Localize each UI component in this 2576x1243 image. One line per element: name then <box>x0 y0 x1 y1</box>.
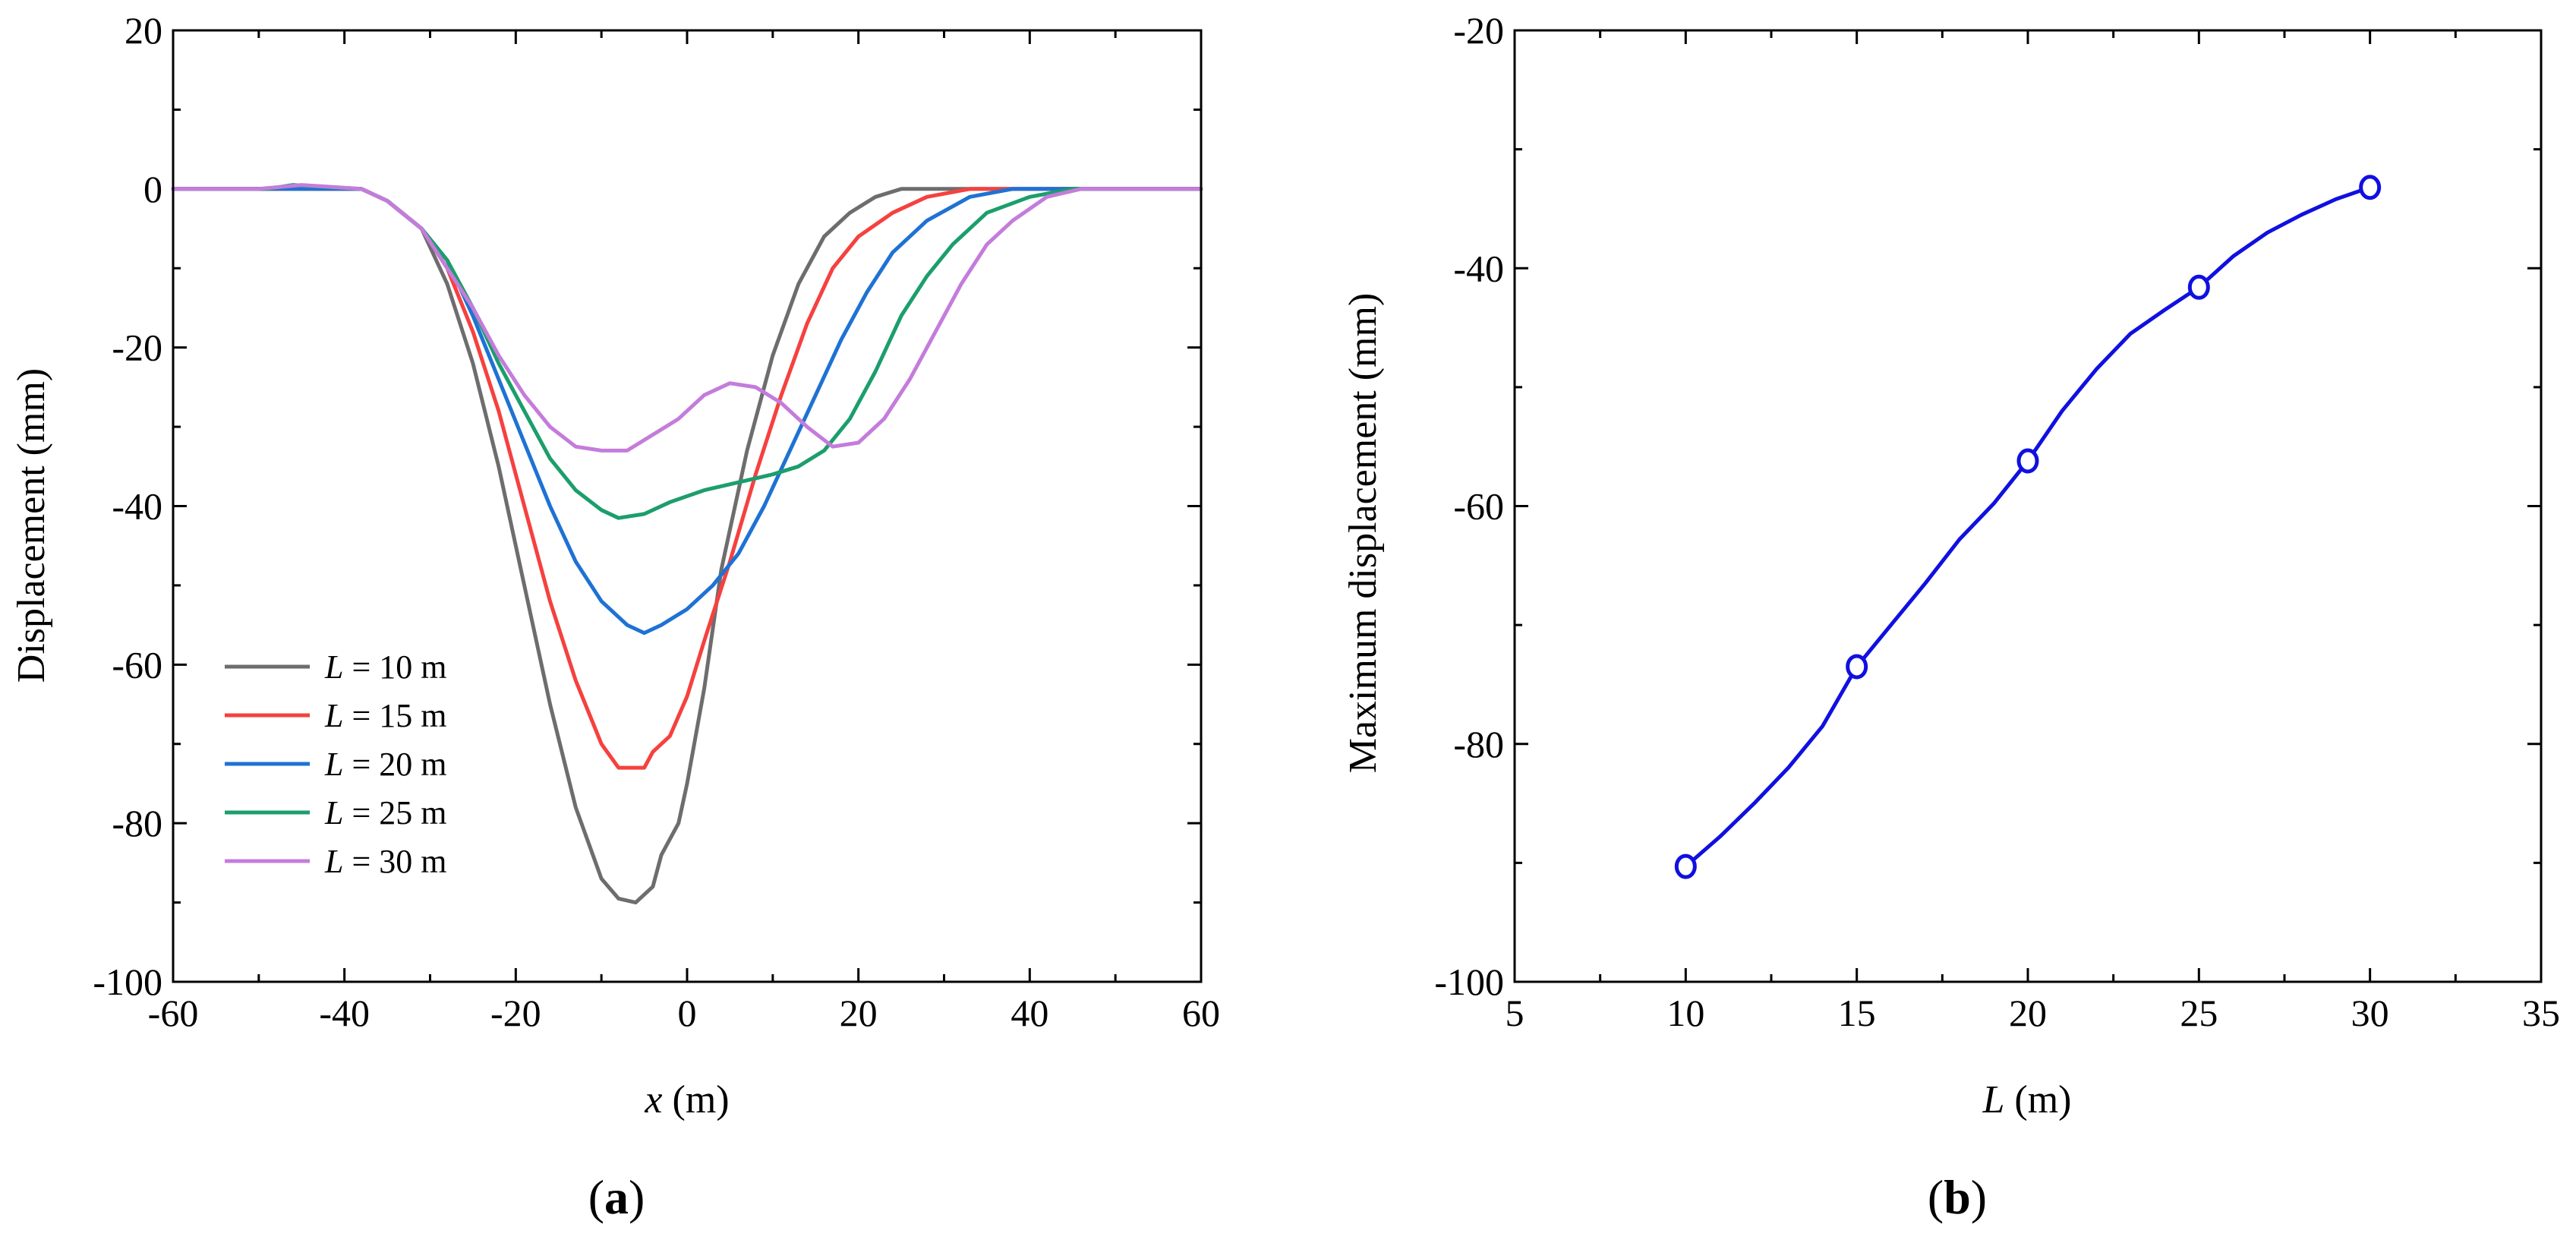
panel-a-x-axis-label: x (m) <box>644 1078 729 1122</box>
x-tick-label: 10 <box>1666 992 1704 1034</box>
y-tick-label: -60 <box>112 643 162 686</box>
series-line-5 <box>171 183 1203 453</box>
y-tick-label: -20 <box>112 327 162 369</box>
legend-label: L = 30 m <box>324 843 447 880</box>
y-tick-label: -80 <box>112 802 162 844</box>
panel-a-y-axis-label: Displacement (mm) <box>10 368 53 683</box>
x-tick-label: 30 <box>2351 992 2389 1034</box>
x-tick-label: 60 <box>1182 992 1220 1034</box>
x-tick-label: 40 <box>1011 992 1048 1034</box>
legend-label: L = 25 m <box>324 794 447 831</box>
y-tick-label: -40 <box>1453 247 1504 289</box>
panel-a-label: (a) <box>588 1170 645 1224</box>
x-tick-label: 20 <box>2009 992 2047 1034</box>
data-point-marker <box>2187 274 2210 300</box>
series-line-1 <box>1683 185 2373 869</box>
panel-b-x-axis-label: L (m) <box>1982 1078 2071 1122</box>
series-line-2 <box>171 187 1203 770</box>
y-tick-label: -60 <box>1453 485 1504 528</box>
legend-label: L = 10 m <box>324 648 447 686</box>
panel-a-tick-labels: -60 -40 -20 0 20 40 60 20 0 -20 -40 -60 -80 -100 <box>93 9 1220 1034</box>
legend-label: L = 15 m <box>324 697 447 734</box>
y-tick-label: 0 <box>143 168 162 210</box>
y-tick-label: -80 <box>1453 723 1504 765</box>
series-line-4 <box>171 183 1203 520</box>
panel-a-plot-frame <box>172 29 1203 983</box>
panel-a-legend: L = 10 m L = 15 m L = 20 m L = 25 m L = 30 m <box>225 648 447 880</box>
x-tick-label: 15 <box>1838 992 1876 1034</box>
panel-b-y-axis-label: Maximum displacement (mm) <box>1342 293 1385 774</box>
series-line-1 <box>171 187 1203 905</box>
panel-a: -60 -40 -20 0 20 40 60 20 0 -20 -40 -60 -80 -100 Disp… <box>10 9 1220 1224</box>
legend-label: L = 20 m <box>324 746 447 783</box>
y-tick-label: 20 <box>125 9 162 52</box>
panel-b: 5 10 15 20 25 30 35 -20 -40 -60 -80 -100 Maximum di… <box>1342 9 2560 1224</box>
panel-b-series <box>1674 175 2382 879</box>
y-tick-label: -100 <box>1434 961 1504 1003</box>
y-tick-label: -20 <box>1453 9 1504 52</box>
data-point-marker <box>1846 654 1868 680</box>
x-tick-label: 35 <box>2522 992 2560 1034</box>
y-tick-label: -40 <box>112 485 162 528</box>
panel-b-tick-labels: 5 10 15 20 25 30 35 -20 -40 -60 -80 -100 <box>1434 9 2560 1034</box>
panel-b-plot-frame <box>1513 29 2543 983</box>
y-tick-label: -100 <box>93 961 162 1003</box>
data-point-marker <box>2359 175 2382 200</box>
x-tick-label: 25 <box>2180 992 2218 1034</box>
x-tick-label: -60 <box>148 992 199 1034</box>
x-tick-label: 0 <box>678 992 697 1034</box>
data-point-marker <box>2016 448 2039 474</box>
panel-b-label: (b) <box>1928 1170 1987 1224</box>
x-tick-label: -40 <box>319 992 370 1034</box>
x-tick-label: -20 <box>490 992 541 1034</box>
panel-a-ticks <box>172 29 1203 983</box>
panel-a-series <box>171 183 1203 905</box>
panel-b-ticks <box>1513 29 2543 983</box>
x-tick-label: 5 <box>1506 992 1524 1034</box>
x-tick-label: 20 <box>840 992 878 1034</box>
data-point-marker <box>1674 853 1697 879</box>
